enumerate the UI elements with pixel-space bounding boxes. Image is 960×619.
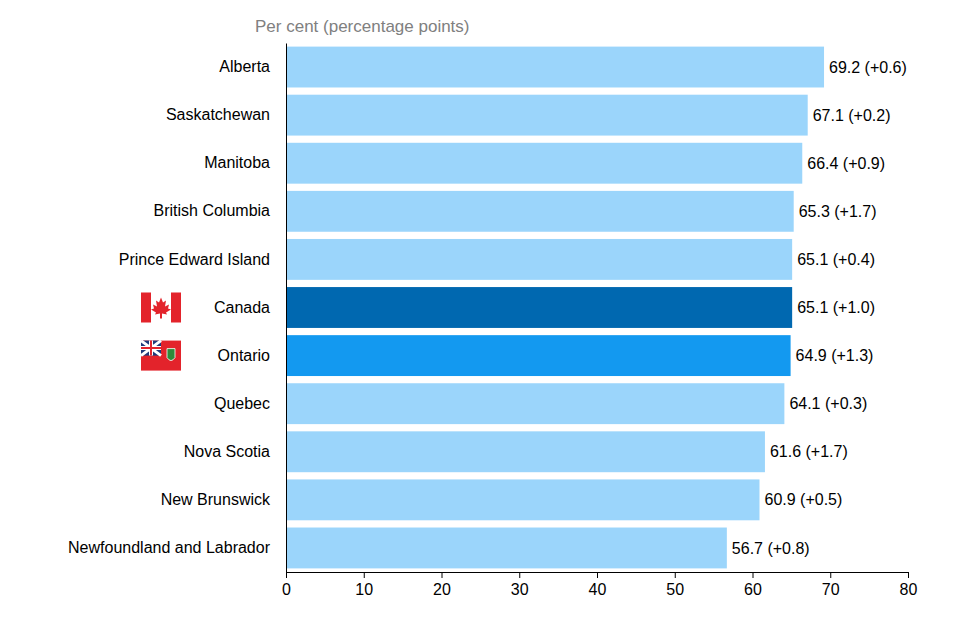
x-tick-label: 60 <box>744 581 762 598</box>
y-tick: Prince Edward Island <box>119 251 286 268</box>
x-tick-label: 80 <box>900 581 918 598</box>
flag-icon <box>141 341 181 371</box>
bar <box>286 47 824 88</box>
flag-leaf <box>151 298 171 319</box>
bar <box>286 143 802 184</box>
flag-band <box>141 293 151 323</box>
bar <box>286 479 759 520</box>
bar <box>286 431 765 472</box>
x-tick-label: 50 <box>666 581 684 598</box>
bar <box>286 95 808 136</box>
y-tick-label: Ontario <box>218 347 271 364</box>
x-tick-mark <box>830 572 831 578</box>
y-tick-label: Newfoundland and Labrador <box>68 539 271 556</box>
y-tick: British Columbia <box>154 202 286 219</box>
data-label: 67.1 (+0.2) <box>813 107 891 124</box>
y-tick: New Brunswick <box>161 491 286 508</box>
bar <box>286 528 727 569</box>
y-axis: Alberta Saskatchewan Manitoba British Colum… <box>68 44 286 573</box>
x-tick-label: 40 <box>589 581 607 598</box>
bar <box>286 239 792 280</box>
y-axis-line <box>286 44 287 573</box>
bar <box>286 335 791 376</box>
chart: 0 10 20 30 40 50 60 70 80 Alberta Saskatchewan Mani… <box>0 0 960 619</box>
y-tick-label: British Columbia <box>154 202 271 219</box>
x-axis: 0 10 20 30 40 50 60 70 80 <box>282 572 917 598</box>
flag-crest <box>167 349 175 361</box>
x-tick: 80 <box>900 572 918 598</box>
y-tick-label: Canada <box>214 299 270 316</box>
data-label: 66.4 (+0.9) <box>807 155 885 172</box>
x-tick-mark <box>753 572 754 578</box>
data-label: 60.9 (+0.5) <box>764 491 842 508</box>
x-tick: 20 <box>433 572 451 598</box>
x-tick: 40 <box>589 572 607 598</box>
y-tick: Quebec <box>214 395 286 412</box>
bars <box>286 47 824 569</box>
data-label: 64.9 (+1.3) <box>796 347 874 364</box>
y-tick: Saskatchewan <box>166 106 286 123</box>
data-label: 64.1 (+0.3) <box>789 395 867 412</box>
y-tick: Canada <box>214 299 286 316</box>
flag-icon <box>141 293 181 323</box>
x-tick: 70 <box>822 572 840 598</box>
x-tick: 50 <box>666 572 684 598</box>
data-label: 61.6 (+1.7) <box>770 443 848 460</box>
y-tick-label: Nova Scotia <box>184 443 270 460</box>
flag-field <box>141 341 181 371</box>
y-tick: Ontario <box>218 347 286 364</box>
data-label: 65.3 (+1.7) <box>799 203 877 220</box>
x-tick-mark <box>908 572 909 578</box>
data-label: 65.1 (+0.4) <box>797 251 875 268</box>
x-tick-mark <box>675 572 676 578</box>
x-tick: 0 <box>282 572 291 598</box>
y-tick-label: Quebec <box>214 395 270 412</box>
y-tick-label: Alberta <box>219 58 270 75</box>
flag-band <box>171 293 181 323</box>
y-tick: Manitoba <box>204 154 286 171</box>
x-tick-mark <box>442 572 443 578</box>
y-tick: Newfoundland and Labrador <box>68 539 286 556</box>
x-tick: 30 <box>511 572 529 598</box>
data-labels: 69.2 (+0.6) 67.1 (+0.2) 66.4 (+0.9) 65.3 (+… <box>732 59 907 557</box>
y-tick: Alberta <box>219 58 286 75</box>
x-tick-label: 70 <box>822 581 840 598</box>
y-tick-label: Saskatchewan <box>166 106 270 123</box>
x-tick-label: 10 <box>355 581 373 598</box>
data-label: 65.1 (+1.0) <box>797 299 875 316</box>
y-tick-label: New Brunswick <box>161 491 271 508</box>
bar <box>286 287 792 328</box>
bar <box>286 191 794 232</box>
x-tick-mark <box>597 572 598 578</box>
x-tick-mark <box>519 572 520 578</box>
flag-field <box>141 293 181 323</box>
y-tick-label: Prince Edward Island <box>119 251 270 268</box>
x-tick-label: 30 <box>511 581 529 598</box>
axis-title: Per cent (percentage points) <box>255 17 470 36</box>
y-tick: Nova Scotia <box>184 443 286 460</box>
flag-union-cross <box>141 341 161 356</box>
x-tick: 10 <box>355 572 373 598</box>
x-tick-mark <box>286 572 287 578</box>
data-label: 56.7 (+0.8) <box>732 540 810 557</box>
x-tick-label: 0 <box>282 581 291 598</box>
x-tick-mark <box>364 572 365 578</box>
x-tick-label: 20 <box>433 581 451 598</box>
flag-union <box>141 341 161 356</box>
bar <box>286 383 784 424</box>
flag-union-cross <box>141 341 161 356</box>
y-tick-label: Manitoba <box>204 154 270 171</box>
data-label: 69.2 (+0.6) <box>829 59 907 76</box>
flag-union-cross <box>141 341 161 356</box>
x-tick: 60 <box>744 572 762 598</box>
